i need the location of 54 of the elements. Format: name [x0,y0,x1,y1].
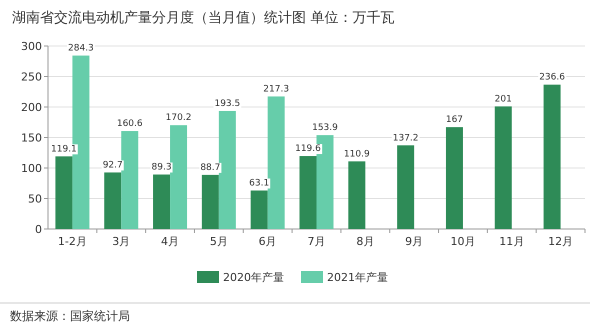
bar [397,145,414,229]
x-tick-label: 6月 [258,235,277,248]
bar [170,125,188,229]
data-label: 92.7 [102,160,123,170]
data-label: 119.6 [295,144,322,154]
data-label: 153.9 [312,123,338,134]
y-tick-label: 50 [28,192,42,206]
bar [544,84,561,229]
x-tick-label: 10月 [450,235,476,248]
data-label: 170.2 [166,113,192,124]
bar [55,156,72,229]
legend-label: 2021年产量 [327,271,388,284]
y-tick-label: 200 [21,101,42,114]
data-label: 160.6 [116,119,143,130]
y-tick-label: 250 [21,70,42,84]
x-tick-label: 1-2月 [58,235,87,248]
data-label: 217.3 [263,84,290,94]
legend-label: 2020年产量 [223,271,284,284]
bar [153,174,170,229]
data-label: 167 [446,115,464,126]
x-tick-label: 9月 [405,235,424,248]
bar [218,110,236,229]
y-tick-label: 100 [21,162,42,175]
bar [300,156,316,229]
bar [348,161,366,229]
data-label: 89.3 [152,162,172,173]
chart-title: 湖南省交流电动机产量分月度（当月值）统计图 单位：万千瓦 [12,10,394,26]
bar [202,174,219,229]
x-tick-label: 7月 [308,235,326,248]
x-tick-label: 11月 [499,235,524,248]
data-label: 119.1 [51,144,77,154]
x-tick-label: 5月 [210,235,228,248]
x-tick-label: 3月 [112,235,130,248]
bar [104,172,122,229]
y-tick-label: 300 [21,40,42,53]
bar [121,131,138,229]
bar [268,96,285,229]
data-label: 88.7 [200,162,220,173]
bar [250,190,268,229]
data-label: 137.2 [392,133,419,144]
y-tick-label: 150 [21,132,42,144]
x-tick-label: 4月 [161,235,180,248]
data-label: 193.5 [214,98,240,109]
data-label: 284.3 [68,44,94,54]
x-tick-label: 12月 [548,235,574,248]
x-tick-label: 8月 [356,235,374,248]
bar [446,127,463,229]
data-label: 236.6 [539,72,566,83]
data-label: 63.1 [249,178,270,189]
data-label: 201 [494,94,512,104]
source-note: 数据来源：国家统计局 [10,309,130,323]
y-tick-label: 0 [35,223,42,236]
bar [494,106,512,229]
data-label: 110.9 [344,149,370,160]
